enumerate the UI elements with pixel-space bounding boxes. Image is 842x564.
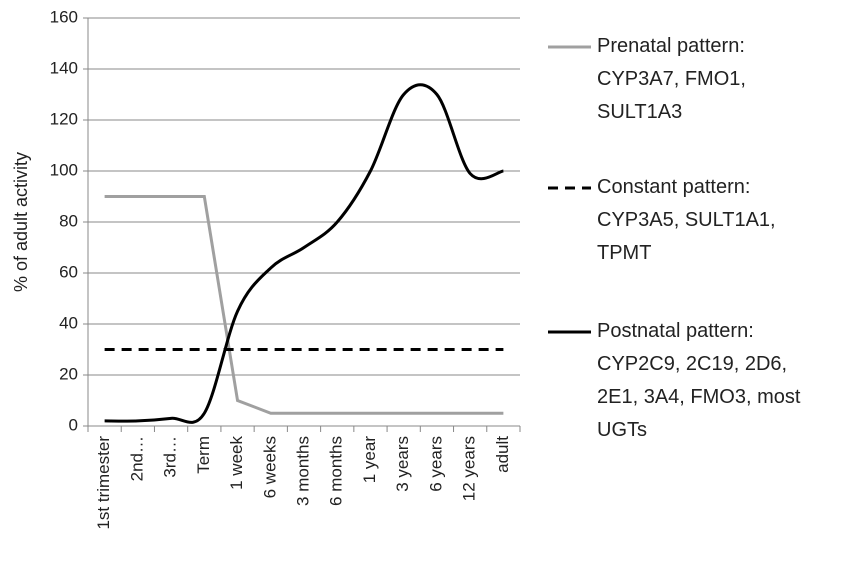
x-tick-label: 6 years [426,436,445,492]
y-tick-label: 80 [59,211,78,230]
legend-label: Constant pattern: CYP3A5, SULT1A1, TPMT [597,176,776,264]
y-tick-label: 140 [50,58,78,77]
x-tick-label: 12 years [460,436,479,501]
y-tick-label: 60 [59,262,78,281]
y-tick-label: 20 [59,364,78,383]
y-tick-label: 120 [50,109,78,128]
y-tick-label: 40 [59,313,78,332]
series-line [104,83,504,424]
y-tick-label: 0 [69,415,78,434]
x-tick-label: 6 weeks [260,436,279,498]
y-tick-label: 100 [50,160,78,179]
series-line [104,195,504,415]
x-tick-label: Term [194,436,213,474]
y-tick-label: 160 [50,7,78,26]
x-tick-label: 1 week [227,436,246,490]
x-tick-label: 1st trimester [94,436,113,530]
legend-label: Postnatal pattern: CYP2C9, 2C19, 2D6, 2E… [597,320,801,441]
x-tick-label: 3rd… [161,436,180,478]
legend-label: Prenatal pattern: CYP3A7, FMO1, SULT1A3 [597,35,746,123]
x-tick-label: 3 years [393,436,412,492]
x-tick-label: adult [493,436,512,473]
x-tick-label: 2nd… [127,436,146,481]
x-tick-label: 1 year [360,436,379,484]
x-tick-label: 6 months [327,436,346,506]
y-axis-title: % of adult activity [11,152,31,292]
x-tick-label: 3 months [293,436,312,506]
